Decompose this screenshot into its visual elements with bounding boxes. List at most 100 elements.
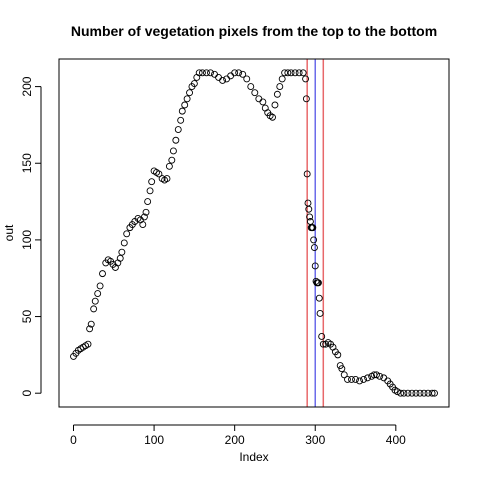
data-point (295, 69, 303, 77)
data-point (397, 389, 405, 397)
x-tick-label: 100 (144, 433, 164, 447)
data-point (239, 70, 247, 78)
data-point (348, 375, 355, 383)
data-points (70, 69, 438, 397)
data-point (195, 69, 203, 77)
data-point (302, 75, 310, 83)
y-tick-label: 0 (20, 390, 34, 397)
x-tick-label: 200 (225, 433, 245, 447)
y-axis: 0 50 100 150 200 (20, 76, 42, 397)
data-point (315, 279, 322, 287)
data-point (299, 69, 307, 77)
x-tick-label: 400 (386, 433, 406, 447)
x-tick-label: 0 (70, 433, 77, 447)
chart-title: Number of vegetation pixels from the top… (71, 23, 437, 39)
data-point (123, 230, 131, 238)
data-point (310, 244, 318, 252)
y-tick-label: 50 (20, 310, 34, 324)
data-point (287, 69, 295, 77)
data-point (431, 389, 438, 397)
data-point (120, 239, 128, 247)
data-point (311, 262, 319, 270)
data-point (148, 178, 156, 186)
data-point (181, 101, 189, 109)
data-point (186, 89, 193, 97)
x-axis: 0 100 200 300 400 (70, 424, 406, 447)
data-point (190, 80, 198, 87)
data-point (178, 107, 186, 115)
vertical-lines (306, 59, 325, 407)
data-point (198, 69, 206, 77)
data-point (302, 95, 310, 103)
y-tick-label: 150 (20, 153, 34, 173)
data-point (243, 75, 251, 83)
x-axis-label: Index (239, 450, 268, 464)
data-point (183, 95, 191, 103)
data-point (373, 371, 380, 379)
data-point (155, 170, 163, 178)
data-point (163, 175, 171, 183)
data-point (428, 389, 436, 397)
data-point (291, 69, 299, 77)
data-point (305, 205, 313, 213)
data-point (271, 101, 279, 109)
data-point (207, 69, 214, 77)
y-tick-label: 100 (20, 230, 34, 250)
data-point (91, 297, 99, 305)
data-point (364, 374, 372, 382)
data-point (376, 372, 384, 380)
data-point (319, 340, 327, 348)
data-point (169, 147, 177, 155)
data-point (315, 294, 323, 302)
data-point (303, 170, 311, 178)
data-point (139, 221, 147, 229)
data-point (87, 320, 95, 328)
data-point (316, 310, 324, 317)
data-point (420, 389, 428, 397)
data-point (273, 90, 281, 98)
data-point (86, 325, 94, 333)
data-point (96, 282, 104, 290)
data-point (309, 224, 317, 232)
data-point (165, 162, 173, 170)
data-point (400, 389, 408, 397)
data-point (177, 116, 185, 124)
data-point (84, 340, 92, 348)
data-point (94, 290, 102, 298)
data-point (203, 69, 210, 77)
data-point (259, 98, 267, 106)
data-point (269, 113, 276, 121)
data-point (412, 389, 420, 397)
data-point (140, 213, 148, 221)
data-point (235, 69, 243, 77)
data-point (247, 83, 255, 91)
data-point (310, 236, 318, 244)
data-point (340, 371, 348, 379)
data-point (144, 198, 152, 206)
data-point (284, 69, 292, 77)
data-point (172, 136, 180, 144)
data-point (146, 187, 154, 195)
data-point (360, 375, 368, 383)
x-tick-label: 300 (305, 433, 325, 447)
data-point (393, 388, 401, 396)
data-point (219, 77, 227, 84)
y-axis-label: out (2, 224, 16, 241)
data-point (318, 333, 326, 340)
data-point (352, 375, 359, 383)
data-point (231, 69, 239, 77)
data-point (99, 270, 106, 278)
data-point (306, 213, 314, 221)
data-point (416, 389, 424, 397)
data-point (408, 389, 416, 397)
data-point (116, 254, 124, 262)
data-point (118, 248, 126, 256)
data-point (174, 126, 182, 133)
y-tick-label: 200 (20, 76, 34, 96)
plot-frame (58, 58, 450, 408)
data-point (142, 208, 150, 216)
data-point (334, 351, 342, 359)
data-point (251, 89, 259, 97)
data-point (168, 156, 176, 164)
